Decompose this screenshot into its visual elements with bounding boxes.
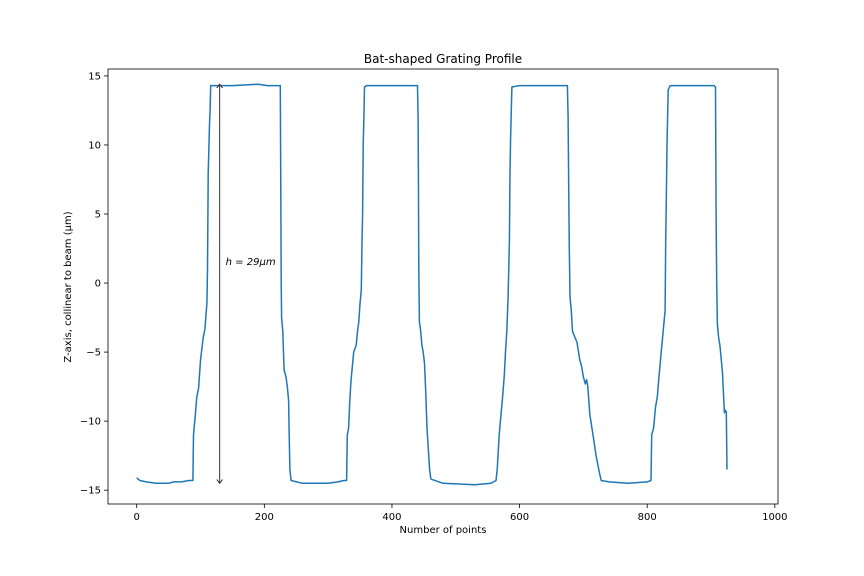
chart-title: Bat-shaped Grating Profile: [364, 52, 522, 66]
x-axis-ticks: 0 200 400 600 800 1000: [134, 504, 788, 523]
height-annotation: h = 29μm: [226, 257, 276, 268]
plot-frame: [107, 68, 779, 505]
y-axis-label: Z-axis, collinear to beam (μm): [63, 211, 74, 362]
y-tick-label: 15: [88, 71, 101, 82]
y-axis-ticks: −15 −10 −5 0 5 10 15: [80, 71, 108, 497]
y-tick-label: 10: [88, 140, 101, 151]
y-tick-label: 0: [95, 279, 101, 290]
x-tick-label: 200: [255, 512, 274, 523]
y-tick-label: −15: [80, 486, 101, 497]
x-axis-label: Number of points: [400, 525, 487, 536]
y-tick-label: −5: [86, 348, 101, 359]
x-tick-label: 0: [134, 512, 140, 523]
x-tick-label: 800: [638, 512, 657, 523]
y-tick-label: −10: [80, 417, 101, 428]
x-tick-label: 1000: [762, 512, 787, 523]
x-tick-label: 600: [510, 512, 529, 523]
plot-area: h = 29μm: [107, 68, 779, 505]
x-tick-label: 400: [382, 512, 401, 523]
y-tick-label: 5: [95, 210, 101, 221]
series-line: [136, 83, 728, 486]
